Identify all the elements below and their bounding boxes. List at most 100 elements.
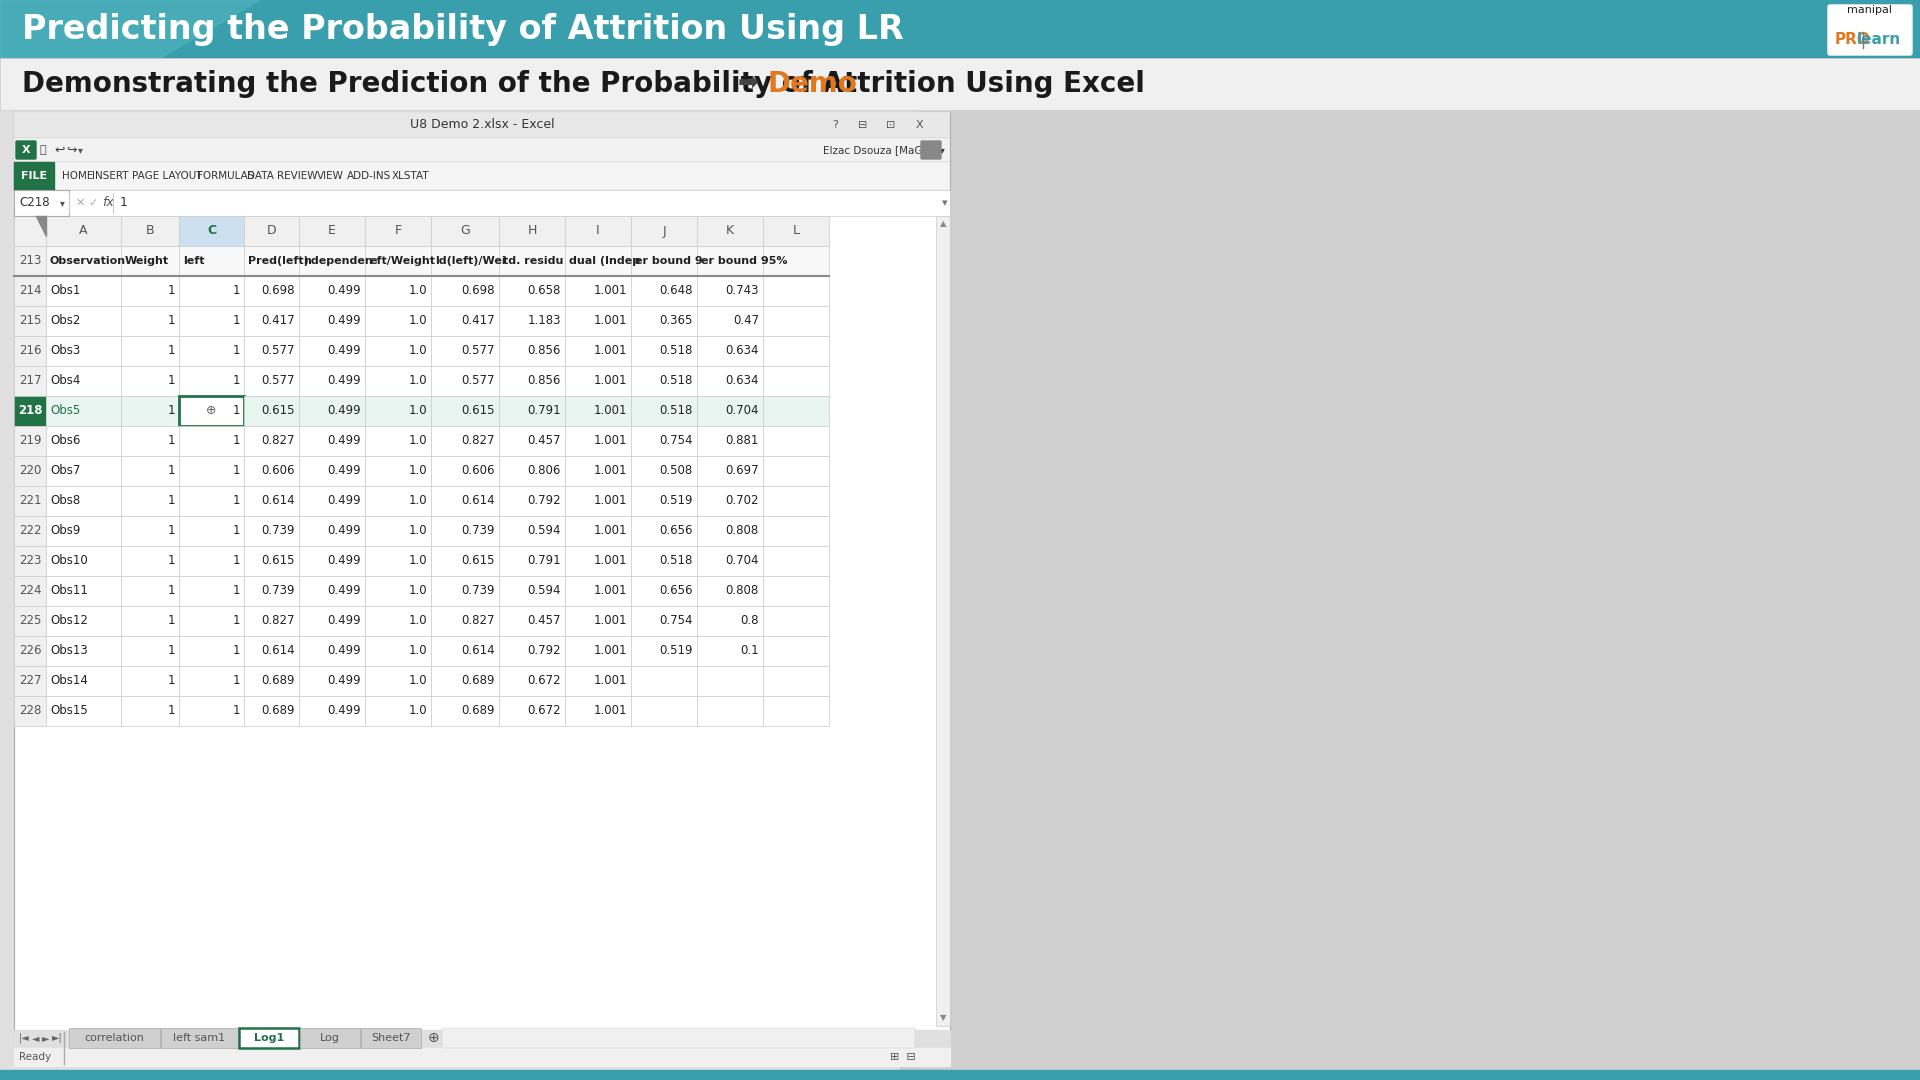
Bar: [179, 306, 244, 336]
Bar: [564, 636, 632, 666]
Text: 1: 1: [167, 345, 175, 357]
Bar: [430, 486, 499, 516]
Text: 0.634: 0.634: [726, 375, 758, 388]
Bar: [46, 426, 121, 456]
Text: 0.1: 0.1: [741, 645, 758, 658]
Bar: [430, 636, 499, 666]
Bar: [499, 546, 564, 576]
Text: 1.001: 1.001: [593, 675, 628, 688]
Bar: [244, 606, 300, 636]
Text: 0.577: 0.577: [461, 375, 495, 388]
Bar: [13, 426, 46, 456]
Bar: [121, 486, 179, 516]
Bar: [365, 576, 430, 606]
Bar: [179, 546, 244, 576]
Bar: [697, 426, 762, 456]
Text: 1: 1: [167, 615, 175, 627]
Bar: [0, 1070, 1920, 1080]
Text: 0.656: 0.656: [659, 525, 693, 538]
Bar: [13, 366, 46, 396]
Text: Obs13: Obs13: [50, 645, 88, 658]
Bar: [632, 276, 697, 306]
Text: Obs9: Obs9: [50, 525, 81, 538]
Bar: [762, 636, 829, 666]
Text: 215: 215: [19, 314, 40, 327]
Bar: [762, 336, 829, 366]
Text: 1: 1: [167, 375, 175, 388]
Text: 0.739: 0.739: [261, 525, 296, 538]
Text: 0.672: 0.672: [528, 675, 561, 688]
Bar: [244, 576, 300, 606]
Bar: [365, 216, 430, 246]
Bar: [365, 636, 430, 666]
Bar: [244, 216, 300, 246]
Text: 0.594: 0.594: [528, 584, 561, 597]
Text: 1: 1: [232, 345, 240, 357]
Text: 0.689: 0.689: [461, 704, 495, 717]
Bar: [697, 696, 762, 726]
Bar: [179, 576, 244, 606]
FancyBboxPatch shape: [15, 141, 36, 159]
Bar: [564, 456, 632, 486]
Text: Log1: Log1: [253, 1032, 284, 1043]
Bar: [300, 336, 365, 366]
Bar: [762, 456, 829, 486]
Text: 0.499: 0.499: [328, 345, 361, 357]
Text: 0.577: 0.577: [261, 375, 296, 388]
Bar: [179, 246, 244, 276]
Bar: [632, 366, 697, 396]
Text: 1.0: 1.0: [409, 645, 426, 658]
Text: 0.499: 0.499: [328, 525, 361, 538]
Text: eft/Weight: eft/Weight: [369, 256, 436, 266]
Text: 0.658: 0.658: [528, 284, 561, 297]
Bar: [564, 276, 632, 306]
Bar: [46, 336, 121, 366]
Text: 0.827: 0.827: [261, 615, 296, 627]
Text: 0.615: 0.615: [261, 405, 296, 418]
Text: 0.8: 0.8: [741, 615, 758, 627]
Text: 0.689: 0.689: [261, 704, 296, 717]
Bar: [762, 666, 829, 696]
Text: 228: 228: [19, 704, 40, 717]
Bar: [564, 606, 632, 636]
Bar: [300, 606, 365, 636]
Text: ➡: ➡: [737, 71, 758, 95]
Text: 1: 1: [232, 554, 240, 567]
Bar: [920, 110, 1920, 1080]
Text: F: F: [394, 225, 401, 238]
Bar: [179, 636, 244, 666]
Text: 0.457: 0.457: [528, 434, 561, 447]
Bar: [499, 696, 564, 726]
Text: 1.0: 1.0: [409, 375, 426, 388]
Text: 219: 219: [19, 434, 40, 447]
Bar: [442, 1028, 916, 1048]
Bar: [179, 516, 244, 546]
Text: 1.001: 1.001: [593, 434, 628, 447]
Bar: [179, 696, 244, 726]
Text: 1: 1: [232, 375, 240, 388]
Bar: [365, 426, 430, 456]
Bar: [365, 696, 430, 726]
Text: 0.365: 0.365: [660, 314, 693, 327]
Bar: [632, 306, 697, 336]
Bar: [430, 576, 499, 606]
Text: 0.698: 0.698: [461, 284, 495, 297]
Text: Predicting the Probability of Attrition Using LR: Predicting the Probability of Attrition …: [21, 13, 904, 45]
Bar: [300, 246, 365, 276]
Text: 1.0: 1.0: [409, 434, 426, 447]
Bar: [762, 396, 829, 426]
Text: 1: 1: [232, 284, 240, 297]
Text: Obs15: Obs15: [50, 704, 88, 717]
Text: A: A: [79, 225, 88, 238]
Text: 0.689: 0.689: [261, 675, 296, 688]
Bar: [46, 396, 121, 426]
Bar: [121, 606, 179, 636]
Text: 1.001: 1.001: [593, 405, 628, 418]
Bar: [244, 636, 300, 666]
Text: 1: 1: [167, 584, 175, 597]
Text: 1.001: 1.001: [593, 464, 628, 477]
Bar: [300, 1028, 361, 1048]
Bar: [762, 696, 829, 726]
Bar: [46, 696, 121, 726]
Text: 218: 218: [17, 405, 42, 418]
